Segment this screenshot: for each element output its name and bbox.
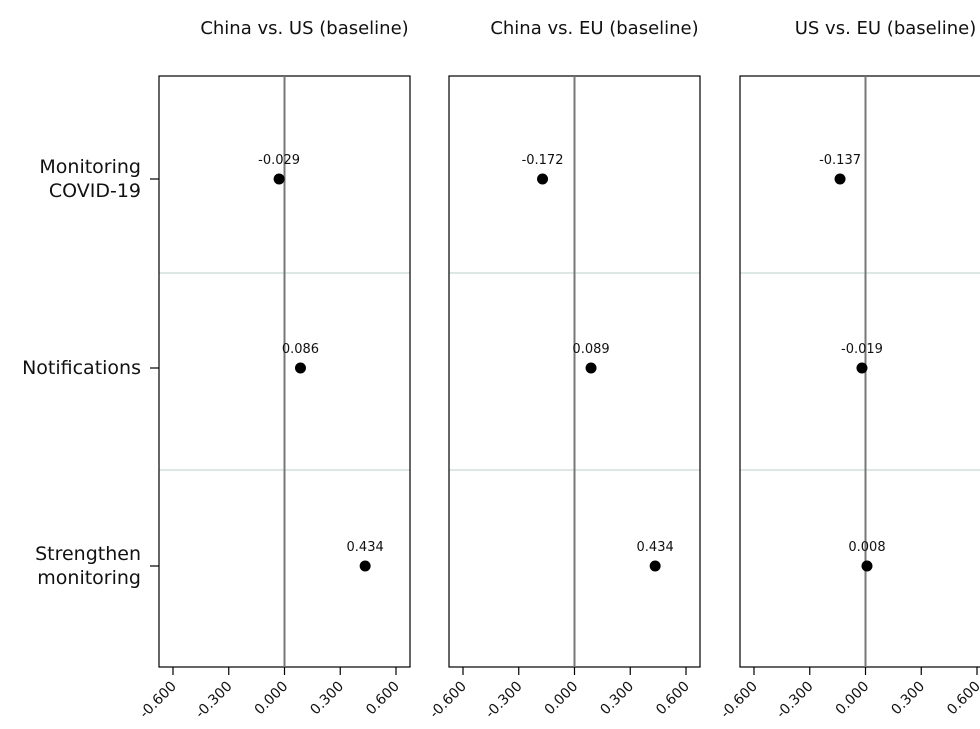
x-tick-label: -0.600 — [137, 679, 180, 722]
x-tick-label: 0.000 — [252, 679, 292, 719]
x-tick-label: -0.300 — [773, 679, 816, 722]
x-tick-label: -0.300 — [192, 679, 235, 722]
category-label: Monitoring COVID-19 — [39, 156, 141, 202]
x-tick-label: 0.000 — [833, 679, 873, 719]
category-label: Strengthen monitoring — [35, 543, 141, 589]
data-point — [294, 362, 306, 374]
x-tick-label: -0.600 — [427, 679, 470, 722]
category-label: Notifications — [22, 357, 141, 379]
panel-title: China vs. US (baseline) — [200, 18, 408, 39]
x-tick-label: 0.300 — [888, 679, 928, 719]
data-label: -0.137 — [819, 153, 861, 168]
x-tick-label: 0.300 — [307, 679, 347, 719]
data-label: -0.029 — [258, 153, 300, 168]
panel-title: China vs. EU (baseline) — [490, 18, 698, 39]
data-point — [861, 560, 873, 572]
x-tick-label: 0.300 — [597, 679, 637, 719]
data-point — [273, 173, 285, 185]
x-tick-label: -0.300 — [482, 679, 525, 722]
data-label: -0.019 — [841, 342, 883, 357]
data-label: -0.172 — [522, 153, 564, 168]
data-label: 0.434 — [347, 540, 384, 555]
x-tick-label: 0.000 — [542, 679, 582, 719]
x-tick-label: -0.600 — [718, 679, 761, 722]
data-point — [537, 173, 549, 185]
data-label: 0.434 — [637, 540, 674, 555]
data-label: 0.008 — [848, 540, 885, 555]
data-point — [856, 362, 868, 374]
panel-title: US vs. EU (baseline) — [795, 18, 977, 39]
data-label: 0.086 — [282, 342, 319, 357]
x-tick-label: 0.600 — [363, 679, 403, 719]
data-point — [585, 362, 597, 374]
data-label: 0.089 — [572, 342, 609, 357]
data-point — [834, 173, 846, 185]
data-point — [359, 560, 371, 572]
x-tick-label: 0.600 — [944, 679, 980, 719]
x-tick-label: 0.600 — [653, 679, 693, 719]
data-point — [649, 560, 661, 572]
